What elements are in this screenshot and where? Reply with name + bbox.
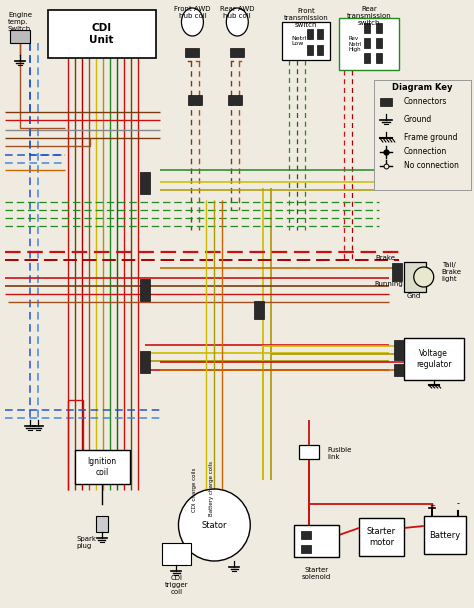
- Bar: [162, 543, 191, 565]
- Text: Starter
motor: Starter motor: [367, 527, 396, 547]
- Bar: [96, 516, 108, 532]
- Bar: [299, 445, 319, 459]
- Bar: [189, 95, 202, 105]
- Text: Fusible
link: Fusible link: [327, 447, 351, 460]
- Bar: [307, 45, 313, 55]
- Circle shape: [179, 489, 250, 561]
- Text: Battery: Battery: [429, 531, 460, 539]
- Text: Spark
plug: Spark plug: [77, 536, 97, 549]
- Bar: [282, 22, 330, 60]
- Bar: [48, 10, 155, 58]
- Bar: [294, 525, 339, 557]
- Bar: [374, 80, 471, 190]
- Text: Battery charge coils: Battery charge coils: [209, 460, 214, 516]
- Text: No connection: No connection: [404, 162, 459, 170]
- Text: Starter
solenoid: Starter solenoid: [301, 567, 331, 580]
- Bar: [185, 47, 200, 57]
- Bar: [380, 98, 392, 106]
- Bar: [392, 263, 402, 281]
- Ellipse shape: [414, 267, 434, 287]
- Text: Diagram Key: Diagram Key: [392, 83, 452, 92]
- Bar: [359, 518, 404, 556]
- Bar: [364, 53, 370, 63]
- Text: Rev
Netrl
High: Rev Netrl High: [349, 36, 362, 52]
- Text: Rear
transmission
switch: Rear transmission switch: [346, 6, 391, 26]
- Text: Brake: Brake: [376, 255, 396, 261]
- Text: Rear AWD
hub coil: Rear AWD hub coil: [220, 6, 255, 19]
- Bar: [364, 23, 370, 33]
- Text: -: -: [456, 499, 459, 508]
- Bar: [404, 338, 464, 380]
- Text: Gnd: Gnd: [407, 293, 421, 299]
- Bar: [139, 279, 150, 301]
- Text: CDI
trigger
coil: CDI trigger coil: [165, 575, 188, 595]
- Text: Running: Running: [374, 281, 403, 287]
- Ellipse shape: [182, 8, 203, 36]
- Text: Voltage
regulator: Voltage regulator: [416, 350, 451, 368]
- Text: CDI charge coils: CDI charge coils: [192, 468, 197, 512]
- Bar: [139, 172, 150, 194]
- Text: +: +: [429, 503, 435, 509]
- Bar: [394, 364, 404, 376]
- Text: Connectors: Connectors: [404, 97, 447, 106]
- Text: Front
transmission
switch: Front transmission switch: [284, 8, 328, 28]
- Bar: [139, 351, 150, 373]
- Bar: [394, 340, 404, 360]
- Text: Front AWD
hub coil: Front AWD hub coil: [174, 6, 210, 19]
- Bar: [254, 301, 264, 319]
- Bar: [10, 30, 30, 43]
- Bar: [317, 29, 323, 39]
- Bar: [376, 38, 382, 48]
- Bar: [364, 38, 370, 48]
- Bar: [404, 262, 426, 292]
- Text: Stator: Stator: [201, 520, 227, 530]
- Text: Netrl
Low: Netrl Low: [291, 36, 307, 46]
- Bar: [424, 516, 465, 554]
- Bar: [228, 95, 242, 105]
- Bar: [75, 450, 129, 484]
- Bar: [317, 45, 323, 55]
- Text: Frame ground: Frame ground: [404, 134, 457, 142]
- Ellipse shape: [226, 8, 248, 36]
- Text: CDI
Unit: CDI Unit: [90, 23, 114, 45]
- Bar: [307, 29, 313, 39]
- Bar: [376, 23, 382, 33]
- Bar: [374, 80, 471, 190]
- Text: Ground: Ground: [404, 116, 432, 125]
- Text: Ignition
coil: Ignition coil: [88, 457, 117, 477]
- Bar: [339, 18, 399, 70]
- Text: Connection: Connection: [404, 148, 447, 156]
- Bar: [301, 531, 311, 539]
- Bar: [230, 47, 244, 57]
- Bar: [376, 53, 382, 63]
- Text: Engine
temp.
Switch: Engine temp. Switch: [8, 12, 32, 32]
- Text: Tail/
Brake
light: Tail/ Brake light: [442, 262, 462, 282]
- Bar: [301, 545, 311, 553]
